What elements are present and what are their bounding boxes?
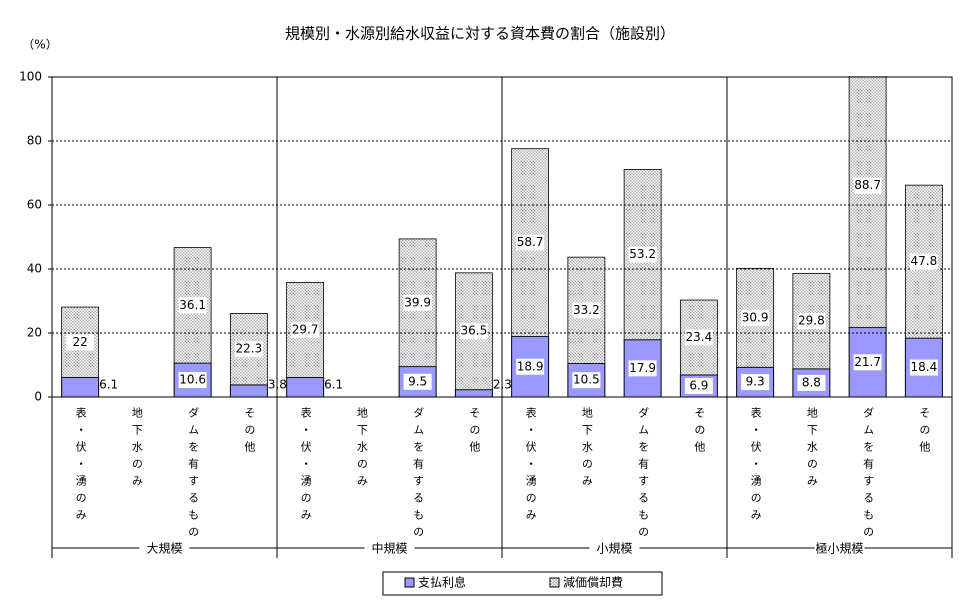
x-tick-label: 地下水のみ [805,407,818,492]
x-tick-label: ダムを有するもの [187,407,200,543]
data-label: 29.8 [798,314,825,328]
data-label-bg [628,246,657,263]
x-tick-label: その他 [918,407,931,458]
data-label: 22.3 [236,342,263,356]
data-label-bg [178,297,207,314]
data-label: 18.4 [911,360,938,374]
legend-swatch [404,577,415,588]
bar-segment [61,376,100,398]
x-tick-label: ダムを有するもの [412,407,425,543]
data-label: 30.9 [742,310,769,324]
data-label: 10.6 [179,373,206,387]
group-label: 大規模 [146,541,182,556]
data-label-bg [291,321,320,338]
data-label: 39.9 [404,295,431,309]
data-label-bg [516,234,545,251]
data-label: 17.9 [629,361,656,375]
data-label: 6.1 [324,378,343,392]
chart-title: 規模別・水源別給水収益に対する資本費の割合（施設別） [285,25,675,43]
bar-segment [229,384,268,398]
x-tick-label: ダムを有するもの [862,407,875,543]
legend-label: 減価償却費 [563,575,623,590]
group-label-bg [364,541,415,555]
data-label: 33.2 [573,303,600,317]
y-axis-label: （%） [22,38,57,52]
x-tick-label: 表・伏・湧のみ [74,406,87,526]
y-tick-label: 80 [27,134,42,148]
group-label-bg [814,541,865,555]
y-tick-label: 60 [27,198,42,212]
data-label: 6.1 [99,378,118,392]
data-label-bg [909,253,938,270]
legend-box [382,571,663,596]
data-label-bg [572,372,601,389]
data-label: 8.8 [802,375,821,389]
x-tick-label: 表・伏・湧のみ [299,406,312,526]
data-label: 36.5 [461,324,488,338]
data-label-bg [797,374,826,391]
data-label-bg [909,359,938,376]
data-label: 22 [72,335,87,349]
data-label-bg [403,373,432,390]
data-label: 58.7 [517,235,544,249]
group-label-bg [139,541,190,555]
data-label-bg [403,294,432,311]
data-label-bg [853,177,882,194]
data-label-bg [797,313,826,330]
x-tick-label: 地下水のみ [130,407,143,492]
data-label: 88.7 [854,178,881,192]
legend-swatch [549,577,560,588]
bar-segment [454,389,493,398]
data-label: 53.2 [629,247,656,261]
data-label: 9.5 [408,374,427,388]
x-tick-label: ダムを有するもの [637,407,650,543]
x-tick-label: その他 [693,407,706,458]
data-label: 23.4 [686,330,713,344]
data-label-bg [572,302,601,319]
data-label: 10.5 [573,373,600,387]
data-label-bg [684,377,713,394]
data-label-bg [628,360,657,377]
data-label: 9.3 [746,375,765,389]
data-label: 21.7 [854,355,881,369]
group-label: 極小規模 [815,541,863,556]
data-label-bg [66,334,95,351]
y-tick-label: 20 [27,326,42,340]
data-label-bg [741,374,770,391]
y-tick-label: 100 [19,70,42,84]
legend-label: 支払利息 [418,575,466,590]
data-label-bg [741,309,770,326]
y-tick-label: 0 [34,390,42,404]
data-label: 36.1 [179,298,206,312]
x-tick-label: その他 [468,407,481,458]
group-label: 小規模 [596,541,632,556]
x-tick-label: 地下水のみ [355,407,368,492]
data-label: 18.9 [517,359,544,373]
y-tick-label: 40 [27,262,42,276]
data-label: 47.8 [911,254,938,268]
x-tick-label: 地下水のみ [580,407,593,492]
data-label-bg [684,329,713,346]
data-label-bg [516,358,545,375]
x-tick-label: その他 [243,407,256,458]
bar-segment [848,76,887,328]
bar-segment [286,376,325,398]
data-label-bg [234,341,263,358]
group-label-bg [589,541,640,555]
x-tick-label: 表・伏・湧のみ [524,406,537,526]
data-label: 6.9 [689,378,708,392]
x-tick-label: 表・伏・湧のみ [749,406,762,526]
data-label: 29.7 [292,322,319,336]
data-label-bg [459,323,488,340]
data-label-bg [178,372,207,389]
data-label-bg [853,354,882,371]
group-label: 中規模 [371,541,407,556]
